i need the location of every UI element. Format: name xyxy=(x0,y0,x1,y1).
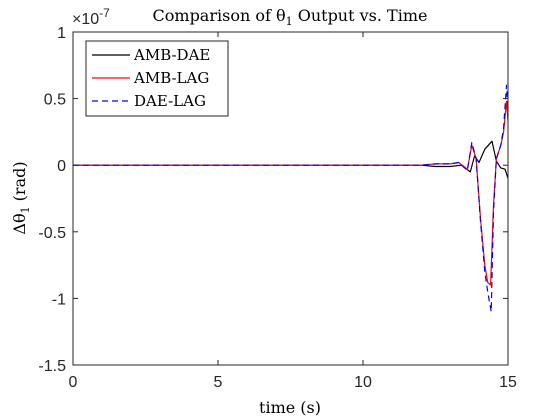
y-exponent-power: -7 xyxy=(99,6,110,20)
x-tick-label: 5 xyxy=(214,374,223,391)
series-layer xyxy=(73,84,509,313)
y-axis-label: Δθ1 (rad) xyxy=(10,161,32,234)
x-tick-label: 10 xyxy=(354,374,372,391)
legend: AMB-DAE AMB-LAG DAE-LAG xyxy=(85,40,229,117)
legend-entries: AMB-DAE AMB-LAG DAE-LAG xyxy=(92,46,210,110)
series-line-dae-lag xyxy=(73,84,509,313)
y-tick-label: -0.5 xyxy=(38,225,66,242)
x-tick-label: 0 xyxy=(69,374,78,391)
y-tick-label: 0 xyxy=(57,158,66,175)
y-tick-label: 0.5 xyxy=(44,92,66,109)
chart-title: Comparison of θ1 Output vs. Time xyxy=(153,6,428,28)
x-tick-label: 15 xyxy=(499,374,517,391)
y-axis-label-sub: 1 xyxy=(19,206,32,213)
legend-label-amb-lag: AMB-LAG xyxy=(133,69,209,87)
chart-title-main: Comparison of θ xyxy=(153,6,286,25)
legend-label-dae-lag: DAE-LAG xyxy=(134,92,206,110)
series-line-amb-dae xyxy=(73,140,509,179)
y-tick-label: -1 xyxy=(52,291,66,308)
legend-label-amb-dae: AMB-DAE xyxy=(133,46,210,64)
chart-title-sub: 1 xyxy=(286,15,293,28)
y-tick-label: 1 xyxy=(57,25,66,42)
tick-layer: 0 5 10 15 -1.5 -1 -0.5 0 0.5 1 xyxy=(38,25,517,391)
y-axis-label-unit: (rad) xyxy=(10,161,29,206)
y-exponent-base: ×10 xyxy=(72,11,99,28)
axes-box xyxy=(72,31,509,366)
chart-title-rest: Output vs. Time xyxy=(293,6,428,25)
y-tick-label: -1.5 xyxy=(38,358,66,375)
axes-layer xyxy=(72,31,509,366)
y-axis-label-main: Δθ xyxy=(10,213,29,234)
y-exponent-label: ×10-7 xyxy=(72,6,110,28)
x-axis-label: time (s) xyxy=(259,398,321,417)
